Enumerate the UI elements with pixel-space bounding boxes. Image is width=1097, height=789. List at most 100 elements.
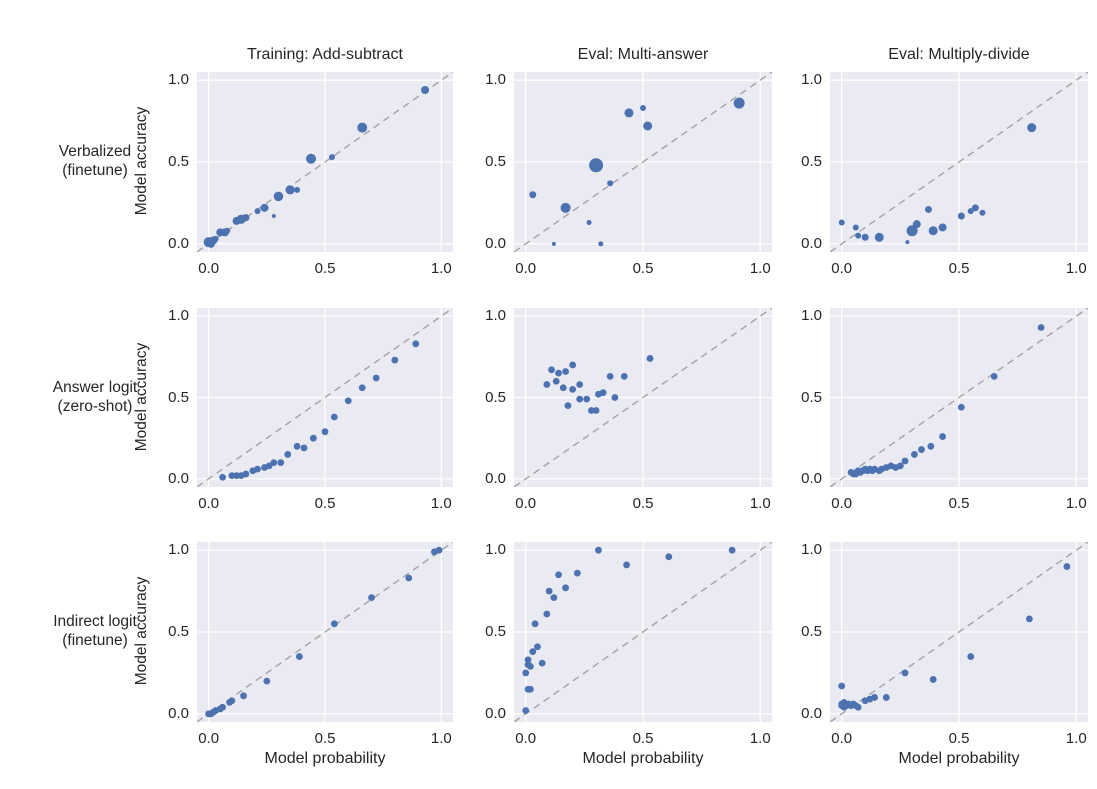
subplot-canvas (197, 308, 453, 487)
x-tick-label: 0.5 (948, 730, 970, 747)
y-axis-label: Model accuracy (133, 106, 150, 216)
scatter-point (928, 226, 938, 236)
scatter-point (861, 233, 869, 241)
scatter-point (562, 584, 569, 592)
y-tick-label: 0.5 (485, 388, 506, 406)
scatter-point (270, 459, 278, 466)
scatter-point (534, 643, 541, 651)
scatter-point (882, 694, 890, 701)
scatter-point (927, 442, 935, 450)
subplot-canvas (830, 308, 1088, 487)
subplot-r0c0 (197, 72, 453, 252)
scatter-point (228, 472, 236, 480)
scatter-point (240, 692, 247, 700)
subplot-r0c1 (514, 72, 772, 252)
y-tick-label: 0.5 (485, 153, 506, 170)
x-tick-label: 0.0 (198, 730, 220, 747)
x-tick-label: 0.0 (831, 495, 853, 512)
scatter-point (306, 153, 317, 164)
subplot-canvas (830, 542, 1088, 722)
scatter-point (929, 676, 937, 683)
scatter-point (967, 653, 975, 660)
identity-diagonal-line (830, 542, 1088, 722)
scatter-point (300, 444, 308, 452)
scatter-point (228, 697, 236, 705)
scatter-point (271, 214, 276, 218)
scatter-point (906, 225, 918, 237)
scatter-point (242, 214, 250, 222)
y-axis-label: Model accuracy (133, 342, 150, 451)
scatter-point (611, 394, 619, 401)
identity-diagonal-line (197, 542, 453, 722)
scatter-point (543, 381, 551, 388)
scatter-point (583, 395, 591, 403)
scatter-point (293, 442, 301, 450)
row-label: Verbalized (finetune) (58, 143, 132, 180)
x-tick-label: 0.5 (632, 260, 654, 277)
scatter-point (643, 121, 653, 131)
scatter-point (344, 397, 352, 405)
scatter-point (372, 374, 380, 382)
scatter-point (242, 470, 250, 478)
identity-diagonal-line (830, 72, 1088, 252)
subplot-canvas (514, 72, 772, 252)
scatter-point (294, 186, 301, 193)
scatter-point (957, 212, 965, 220)
scatter-point (569, 361, 577, 369)
scatter-point (607, 180, 614, 187)
x-tick-label: 1.0 (749, 495, 771, 512)
scatter-point (1063, 563, 1071, 570)
scatter-point (728, 546, 736, 554)
scatter-point (284, 451, 292, 458)
scatter-point (358, 384, 366, 392)
scatter-point (538, 659, 546, 667)
scatter-point (524, 656, 532, 664)
scatter-point (412, 340, 420, 348)
x-tick-label: 1.0 (749, 730, 771, 747)
scatter-point (576, 381, 584, 388)
subplot-canvas (197, 542, 453, 722)
y-tick-label: 0.5 (168, 388, 189, 406)
scatter-point (911, 451, 918, 458)
subplot-title: Training: Add-subtract (247, 46, 403, 63)
y-tick-label: 0.0 (168, 469, 189, 487)
x-tick-label: 0.0 (831, 730, 853, 747)
y-tick-label: 0.0 (168, 704, 189, 722)
scatter-point (330, 620, 338, 628)
scatter-point (939, 433, 946, 440)
scatter-point (599, 389, 607, 397)
scatter-point (555, 369, 562, 377)
y-tick-label: 1.0 (485, 541, 506, 559)
scatter-point (562, 368, 569, 375)
y-tick-label: 0.5 (801, 623, 822, 640)
x-tick-label: 1.0 (430, 260, 452, 277)
scatter-point (646, 355, 654, 362)
scatter-point (309, 434, 317, 442)
x-tick-label: 0.0 (198, 260, 220, 277)
scatter-point (548, 366, 555, 374)
scatter-point (285, 185, 295, 195)
scatter-point (589, 158, 604, 173)
identity-diagonal-line (197, 308, 453, 487)
scatter-point (623, 561, 630, 569)
scatter-point (233, 472, 240, 480)
scatter-point (273, 191, 284, 202)
x-tick-label: 0.5 (314, 730, 336, 747)
scatter-point (665, 553, 673, 561)
subplot-canvas (197, 72, 453, 252)
y-tick-label: 1.0 (168, 71, 189, 89)
x-tick-label: 0.5 (948, 495, 970, 512)
scatter-point (321, 428, 329, 436)
scatter-point (901, 457, 909, 465)
scatter-point (555, 571, 562, 579)
x-tick-label: 0.0 (515, 730, 537, 747)
scatter-point (990, 372, 998, 380)
x-tick-label: 0.5 (948, 260, 970, 277)
x-tick-label: 0.0 (831, 260, 853, 277)
scatter-point (838, 219, 845, 226)
scatter-point (588, 407, 595, 414)
scatter-point (912, 220, 921, 229)
scatter-point (550, 594, 558, 602)
x-tick-label: 0.0 (198, 495, 220, 512)
